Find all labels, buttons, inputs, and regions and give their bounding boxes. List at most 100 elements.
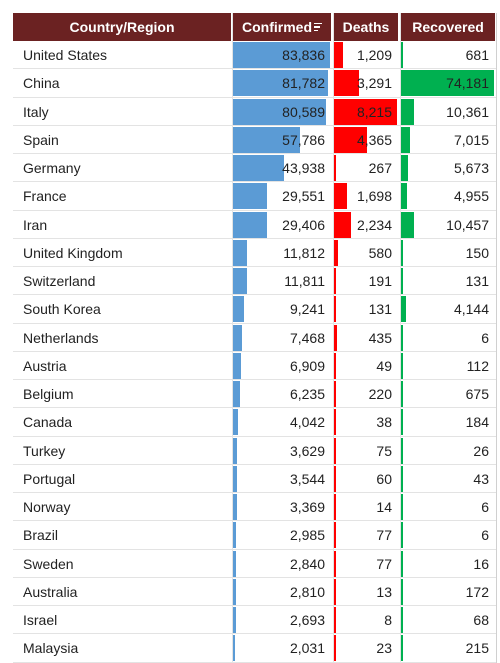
recovered-bar	[401, 42, 403, 68]
recovered-value: 172	[465, 583, 489, 600]
table-row[interactable]: Israel 2,693 8 68	[13, 606, 497, 635]
table-row[interactable]: Turkey 3,629 75 26	[13, 437, 497, 465]
confirmed-bar	[233, 465, 238, 492]
deaths-cell: 267	[334, 154, 398, 182]
table-row[interactable]: France 29,551 1,698 4,955	[13, 182, 497, 211]
row-divider	[13, 237, 497, 239]
country-name: United Kingdom	[23, 244, 123, 261]
country-name: Israel	[23, 612, 58, 628]
table-row[interactable]: Malaysia 2,031 23 215	[13, 634, 497, 663]
confirmed-value: 7,468	[289, 329, 325, 346]
table-row[interactable]: China 81,782 3,291 74,181	[13, 69, 497, 98]
recovered-cell: 131	[401, 267, 495, 295]
deaths-value: 3,291	[356, 75, 392, 92]
deaths-value: 220	[368, 386, 392, 402]
confirmed-cell: 9,241	[233, 295, 331, 323]
table-row[interactable]: Austria 6,909 49 112	[13, 352, 497, 380]
confirmed-value: 11,811	[284, 273, 325, 289]
deaths-cell: 49	[334, 352, 398, 380]
sort-descending-icon[interactable]	[314, 22, 322, 32]
confirmed-cell: 7,468	[233, 324, 331, 352]
recovered-bar	[401, 381, 403, 407]
recovered-value: 112	[466, 357, 489, 374]
recovered-cell: 4,144	[401, 295, 495, 323]
confirmed-bar	[233, 409, 238, 436]
country-name: Spain	[23, 131, 59, 148]
deaths-value: 580	[368, 244, 392, 261]
confirmed-bar	[233, 211, 268, 238]
table-row[interactable]: United States 83,836 1,209 681	[13, 41, 497, 70]
table-row[interactable]: Belgium 6,235 220 675	[13, 380, 497, 409]
header-country[interactable]: Country/Region	[13, 13, 231, 41]
confirmed-cell: 80,589	[233, 98, 331, 126]
recovered-value: 681	[465, 47, 489, 63]
confirmed-cell: 43,938	[233, 154, 331, 182]
country-name: Belgium	[23, 386, 74, 402]
header-confirmed[interactable]: Confirmed	[233, 13, 331, 41]
row-divider	[13, 605, 497, 606]
deaths-bar	[334, 239, 339, 266]
recovered-bar	[401, 211, 415, 238]
confirmed-cell: 4,042	[233, 408, 331, 436]
recovered-value: 10,361	[446, 103, 489, 120]
header-deaths-label: Deaths	[342, 19, 390, 35]
table-row[interactable]: Brazil 2,985 77 6	[13, 521, 497, 550]
table-row[interactable]: Germany 43,938 267 5,673	[13, 154, 497, 183]
deaths-value: 131	[368, 301, 392, 318]
recovered-value: 131	[465, 273, 489, 289]
recovered-bar	[401, 607, 403, 633]
recovered-cell: 5,673	[401, 154, 495, 182]
recovered-value: 6	[481, 329, 489, 346]
table-row[interactable]: Norway 3,369 14 6	[13, 493, 497, 522]
row-divider	[13, 407, 497, 409]
recovered-bar	[401, 126, 410, 153]
confirmed-cell: 3,629	[233, 437, 331, 465]
recovered-bar	[401, 239, 403, 266]
recovered-value: 5,673	[453, 160, 489, 176]
table-row[interactable]: Canada 4,042 38 184	[13, 408, 497, 437]
table-row[interactable]: United Kingdom 11,812 580 150	[13, 239, 497, 267]
recovered-bar	[401, 437, 403, 464]
header-recovered[interactable]: Recovered	[401, 13, 495, 41]
deaths-bar	[334, 522, 336, 549]
table-row[interactable]: Spain 57,786 4,365 7,015	[13, 126, 497, 154]
country-name: South Korea	[23, 301, 101, 318]
deaths-bar	[334, 465, 336, 492]
table-row[interactable]: Sweden 2,840 77 16	[13, 550, 497, 578]
confirmed-value: 4,042	[289, 414, 325, 431]
confirmed-bar	[233, 522, 237, 549]
deaths-value: 8	[384, 612, 392, 628]
confirmed-bar	[233, 635, 236, 662]
recovered-bar	[401, 70, 494, 97]
recovered-value: 675	[465, 386, 489, 402]
table-row[interactable]: Iran 29,406 2,234 10,457	[13, 211, 497, 239]
deaths-value: 4,365	[356, 131, 392, 148]
confirmed-value: 2,840	[289, 555, 325, 572]
recovered-value: 215	[465, 640, 489, 657]
country-name: Italy	[23, 103, 49, 120]
row-divider	[13, 520, 497, 522]
table-row[interactable]: Australia 2,810 13 172	[13, 578, 497, 606]
table-row[interactable]: Netherlands 7,468 435 6	[13, 324, 497, 352]
table-row[interactable]: Italy 80,589 8,215 10,361	[13, 98, 497, 126]
column-divider	[232, 13, 233, 663]
header-deaths[interactable]: Deaths	[334, 13, 398, 41]
row-divider	[13, 322, 497, 324]
table-row[interactable]: Switzerland 11,811 191 131	[13, 267, 497, 296]
deaths-bar	[334, 607, 336, 633]
country-name: Germany	[23, 160, 81, 176]
deaths-bar	[334, 70, 360, 97]
deaths-bar	[334, 437, 336, 464]
recovered-cell: 6	[401, 324, 495, 352]
confirmed-value: 29,551	[282, 188, 325, 205]
deaths-bar	[334, 409, 336, 436]
recovered-value: 6	[481, 527, 489, 544]
recovered-cell: 74,181	[401, 69, 495, 97]
recovered-value: 26	[473, 442, 489, 459]
table-row[interactable]: Portugal 3,544 60 43	[13, 465, 497, 493]
row-divider	[13, 181, 497, 183]
confirmed-value: 2,985	[289, 527, 325, 544]
deaths-bar	[334, 98, 397, 125]
recovered-cell: 16	[401, 550, 495, 578]
table-row[interactable]: South Korea 9,241 131 4,144	[13, 295, 497, 324]
